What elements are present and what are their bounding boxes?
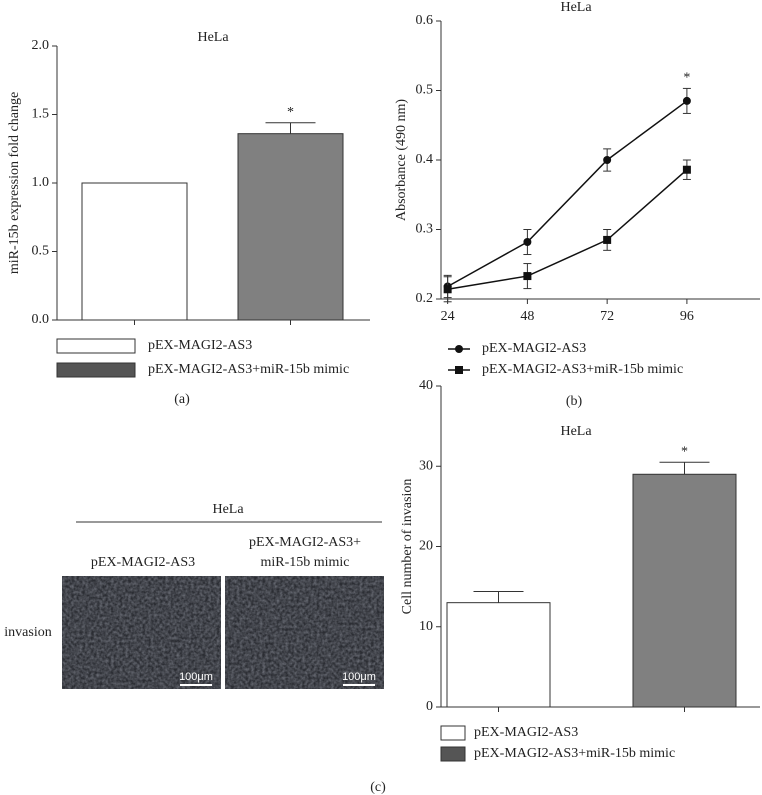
y-tick-label: 10 <box>419 619 433 634</box>
x-tick-label: 72 <box>600 309 614 324</box>
column-label: miR-15b mimic <box>260 555 349 570</box>
y-axis-label: Absorbance (490 nm) <box>394 99 409 221</box>
y-tick-label: 1.5 <box>32 107 50 122</box>
x-tick-label: 24 <box>441 309 455 324</box>
bar <box>81 182 188 321</box>
panel-label: (b) <box>566 394 583 409</box>
series-line <box>447 100 688 288</box>
y-tick-label: 0.3 <box>416 222 434 237</box>
y-tick-label: 20 <box>419 539 433 554</box>
column-label: pEX-MAGI2-AS3 <box>91 555 195 570</box>
legend-swatch <box>440 746 466 762</box>
y-tick-label: 1.0 <box>32 175 50 190</box>
image-title: HeLa <box>212 502 244 517</box>
legend-label: pEX-MAGI2-AS3 <box>474 725 578 740</box>
point <box>603 156 612 164</box>
point <box>523 238 532 247</box>
y-axis-label: Cell number of invasion <box>400 479 415 615</box>
point <box>523 272 532 281</box>
y-tick-label: 30 <box>419 458 433 473</box>
bar <box>632 473 737 708</box>
legend-label: pEX-MAGI2-AS3 <box>148 338 252 353</box>
legend-swatch <box>56 362 136 378</box>
annotation: * <box>287 105 294 120</box>
legend-label: pEX-MAGI2-AS3+miR-15b mimic <box>474 746 675 761</box>
scale-label: 100μm <box>179 671 213 683</box>
panel-label: (c) <box>370 780 386 795</box>
legend-marker <box>455 366 463 374</box>
bar <box>446 602 551 708</box>
y-tick-label: 0.0 <box>32 312 50 327</box>
x-tick-label: 48 <box>520 309 534 324</box>
point <box>443 285 452 294</box>
annotation: * <box>683 71 690 86</box>
annotation: * <box>681 444 688 459</box>
chart-title: HeLa <box>560 0 592 15</box>
column-label: pEX-MAGI2-AS3+ <box>249 535 361 550</box>
y-tick-label: 0.5 <box>32 244 50 259</box>
scale-label: 100μm <box>342 671 376 683</box>
micrograph-texture <box>225 576 384 689</box>
legend-label: pEX-MAGI2-AS3+miR-15b mimic <box>482 362 683 377</box>
y-tick-label: 0.2 <box>416 291 434 306</box>
legend-label: pEX-MAGI2-AS3+miR-15b mimic <box>148 362 349 377</box>
legend-swatch <box>56 338 136 354</box>
y-tick-label: 0.4 <box>416 152 434 167</box>
bar <box>237 133 344 321</box>
legend-marker <box>455 345 463 353</box>
x-tick-label: 96 <box>680 309 694 324</box>
point <box>682 96 691 105</box>
micrograph-texture <box>62 576 221 689</box>
y-tick-label: 2.0 <box>32 38 50 53</box>
y-tick-label: 40 <box>419 378 433 393</box>
point <box>603 235 612 244</box>
y-tick-label: 0 <box>426 699 433 714</box>
panel-label: (a) <box>174 392 190 407</box>
chart-title: HeLa <box>560 424 592 439</box>
series-line <box>447 169 688 291</box>
point <box>682 165 691 174</box>
y-tick-label: 0.6 <box>416 13 434 28</box>
legend-label: pEX-MAGI2-AS3 <box>482 341 586 356</box>
legend-swatch <box>440 725 466 741</box>
y-tick-label: 0.5 <box>416 83 434 98</box>
y-axis-label: miR-15b expression fold change <box>7 92 22 274</box>
row-label: invasion <box>4 625 51 640</box>
chart-title: HeLa <box>197 30 229 45</box>
